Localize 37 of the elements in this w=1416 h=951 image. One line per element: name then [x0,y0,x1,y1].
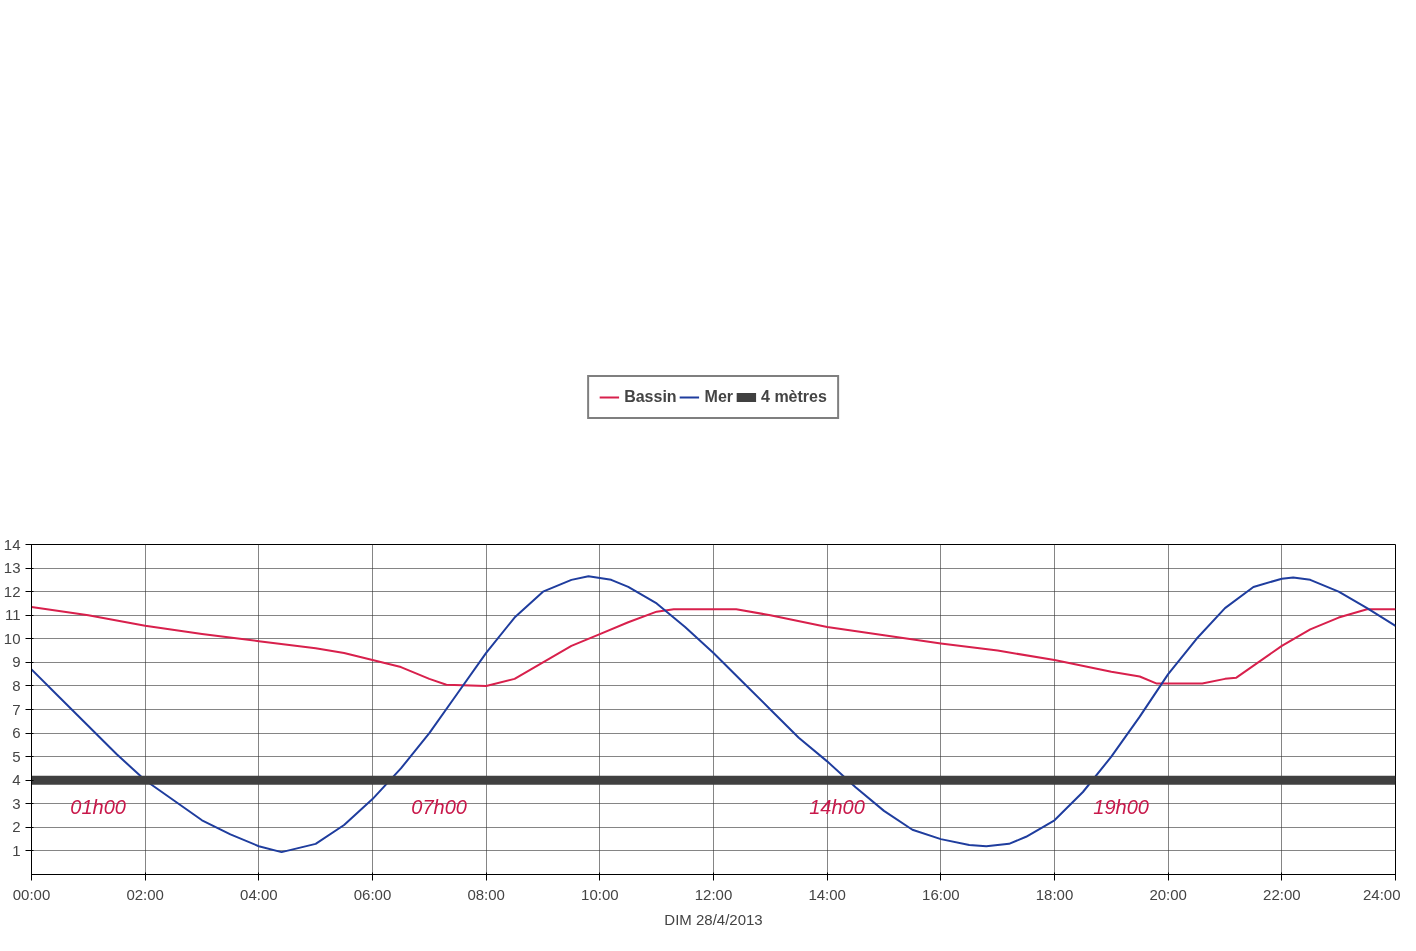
x-tick-label: 00:00 [12,885,51,903]
x-tick-label: 04:00 [240,885,278,903]
legend-label: Mer [704,388,734,406]
y-tick-label: 14 [3,535,21,553]
x-tick-label: 24:00 [1362,885,1401,903]
y-tick-label: 1 [12,841,21,859]
line-series [31,605,1396,687]
y-tick-label: 7 [12,700,21,718]
annotation: 07h00 [411,796,467,819]
annotation: 01h00 [70,796,126,819]
x-tick-label: 22:00 [1263,885,1301,903]
x-tick-label: 14:00 [808,885,846,903]
x-tick-label: 16:00 [922,885,960,903]
annotation: 14h00 [809,796,865,819]
y-tick-label: 12 [3,582,21,600]
y-tick-label: 13 [3,559,21,577]
y-tick-label: 5 [12,747,21,765]
y-tick-label: 8 [12,676,21,694]
x-tick-label: 10:00 [581,885,619,903]
legend-label: 4 mètres [761,388,827,406]
y-tick-label: 6 [12,724,21,742]
x-tick-label: 12:00 [694,885,733,903]
y-tick-label: 3 [12,794,21,812]
annotation: 19h00 [1093,796,1149,819]
x-tick-label: 20:00 [1149,885,1187,903]
x-tick-label: 02:00 [126,885,164,903]
y-tick-label: 4 [12,771,21,789]
line-series [31,575,1396,854]
y-tick-label: 2 [12,818,21,836]
legend-label: Bassin [624,388,677,406]
x-tick-label: 08:00 [467,885,505,903]
x-axis-title: DIM 28/4/2013 [664,910,763,928]
y-tick-label: 11 [4,606,21,624]
x-tick-label: 06:00 [353,885,392,903]
y-tick-label: 10 [3,629,21,647]
x-tick-label: 18:00 [1035,885,1074,903]
y-tick-label: 9 [12,653,21,671]
